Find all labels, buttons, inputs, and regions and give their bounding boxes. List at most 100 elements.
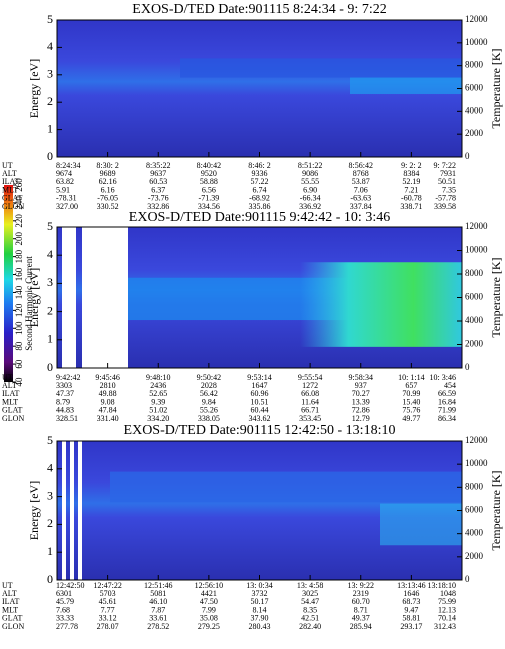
ephemeris-cell: -57.78: [435, 194, 456, 203]
ephemeris-cell: 8.71: [354, 605, 368, 614]
ephemeris-cell: 9:58:34: [349, 373, 373, 382]
ephemeris-cell: 9:53:14: [247, 373, 271, 382]
ephemeris-cell: 2319: [353, 589, 369, 598]
ephemeris-cell: -76.05: [97, 194, 118, 203]
ephemeris-cell: 1647: [252, 381, 268, 390]
ephemeris-cell: 62.16: [99, 177, 117, 186]
ephemeris-cell: 51.02: [149, 406, 167, 415]
ephemeris-cell: 1646: [403, 589, 419, 598]
y2-axis-label: Temperature [K]: [489, 257, 503, 337]
ephemeris-cell: 12:42:50: [56, 581, 84, 590]
ephemeris-cell: 12:51:46: [144, 581, 172, 590]
ephemeris-cell: 338.05: [198, 414, 220, 423]
ephemeris-row-label: ILAT: [2, 597, 19, 606]
ephemeris-cell: 9336: [252, 169, 268, 178]
spectrogram-green: [300, 262, 462, 347]
ephemeris-cell: 336.92: [299, 202, 321, 211]
colorbar-tick-label: 120: [14, 303, 24, 317]
ephemeris-cell: -78.31: [56, 194, 77, 203]
ephemeris-cell: -71.39: [199, 194, 220, 203]
ephemeris-row-label: GLAT: [2, 614, 23, 623]
y-tick-label: 2: [47, 516, 53, 530]
ephemeris-cell: 6.56: [202, 185, 216, 194]
ephemeris-cell: 331.40: [97, 414, 119, 423]
ephemeris-cell: 8768: [353, 169, 369, 178]
ephemeris-cell: 52.65: [149, 389, 167, 398]
ephemeris-cell: 338.71: [400, 202, 422, 211]
y2-tick-label: 10000: [465, 458, 488, 468]
y-tick-label: 5: [47, 219, 53, 233]
ephemeris-cell: 33.33: [56, 614, 74, 623]
y-axis-label: Energy [eV]: [27, 59, 41, 118]
ephemeris-cell: 6.16: [101, 185, 115, 194]
ephemeris-cell: 343.62: [249, 414, 271, 423]
ephemeris-cell: -63.63: [350, 194, 371, 203]
ephemeris-cell: 33.61: [149, 614, 167, 623]
ephemeris-cell: 86.34: [438, 414, 456, 423]
ephemeris-cell: 35.08: [200, 614, 218, 623]
ephemeris-cell: 334.20: [147, 414, 169, 423]
ephemeris-cell: 7.35: [442, 185, 456, 194]
ephemeris-cell: 8.14: [253, 605, 267, 614]
y-tick-label: 4: [47, 39, 53, 53]
ephemeris-cell: 9.47: [404, 605, 418, 614]
ephemeris-cell: 5.91: [56, 185, 70, 194]
colorbar: [4, 185, 13, 382]
y-tick-label: 1: [47, 121, 53, 135]
ephemeris-cell: 58.88: [200, 177, 218, 186]
ephemeris-cell: 66.59: [438, 389, 456, 398]
y2-tick-label: 12000: [465, 221, 488, 231]
colorbar-tick-label: 220: [14, 214, 24, 228]
ephemeris-cell: 68.73: [402, 597, 420, 606]
ephemeris-cell: 277.78: [56, 622, 78, 631]
ephemeris-cell: 49.77: [402, 414, 420, 423]
ephemeris-cell: 12.79: [352, 414, 370, 423]
ephemeris-cell: 6.37: [151, 185, 165, 194]
ephemeris-cell: 9:50:42: [197, 373, 221, 382]
ephemeris-cell: 60.53: [149, 177, 167, 186]
colorbar-tick-label: 200: [14, 231, 24, 245]
y-tick-label: 5: [47, 433, 53, 447]
ephemeris-row-label: UT: [2, 161, 13, 170]
ephemeris-cell: 45.61: [99, 597, 117, 606]
colorbar-tick-label: 160: [14, 267, 24, 281]
ephemeris-cell: 63.82: [56, 177, 74, 186]
y2-tick-label: 6000: [465, 83, 484, 93]
ephemeris-cell: 330.52: [97, 202, 119, 211]
y-tick-label: 0: [47, 149, 53, 163]
colorbar-tick-label: 40: [14, 377, 24, 387]
y2-tick-label: 10000: [465, 37, 488, 47]
ephemeris-cell: 9674: [56, 169, 72, 178]
ephemeris-cell: 37.90: [251, 614, 269, 623]
y-tick-label: 1: [47, 544, 53, 558]
ephemeris-cell: 5703: [100, 589, 116, 598]
ephemeris-cell: 8:35:22: [146, 161, 170, 170]
spectrogram-band: [180, 58, 462, 78]
ephemeris-cell: 1048: [440, 589, 456, 598]
ephemeris-cell: 9.84: [202, 397, 216, 406]
y-tick-label: 5: [47, 12, 53, 26]
ephemeris-cell: 9.39: [151, 397, 165, 406]
ephemeris-cell: 7.06: [354, 185, 368, 194]
ephemeris-cell: 47.50: [200, 597, 218, 606]
ephemeris-cell: -68.92: [249, 194, 270, 203]
data-gap: [70, 441, 74, 580]
ephemeris-cell: 10: 3:46: [430, 373, 456, 382]
panel-title: EXOS-D/TED Date:901115 9:42:42 - 10: 3:4…: [129, 210, 390, 225]
y2-axis-label: Temperature [K]: [489, 48, 503, 128]
ephemeris-cell: 285.94: [350, 622, 372, 631]
ephemeris-cell: 454: [444, 381, 456, 390]
y2-axis-label: Temperature [K]: [489, 470, 503, 550]
ephemeris-cell: 278.07: [97, 622, 119, 631]
y-tick-label: 0: [47, 360, 53, 374]
ephemeris-cell: 8:30: 2: [96, 161, 118, 170]
ephemeris-cell: 9:45:46: [95, 373, 119, 382]
colorbar-tick-label: 180: [14, 249, 24, 263]
ephemeris-cell: 66.08: [301, 389, 319, 398]
y2-tick-label: 12000: [465, 435, 488, 445]
ephemeris-cell: 293.17: [400, 622, 422, 631]
colorbar-tick-label: 140: [14, 285, 24, 299]
ephemeris-cell: 12.13: [438, 605, 456, 614]
ephemeris-cell: -73.76: [148, 194, 169, 203]
